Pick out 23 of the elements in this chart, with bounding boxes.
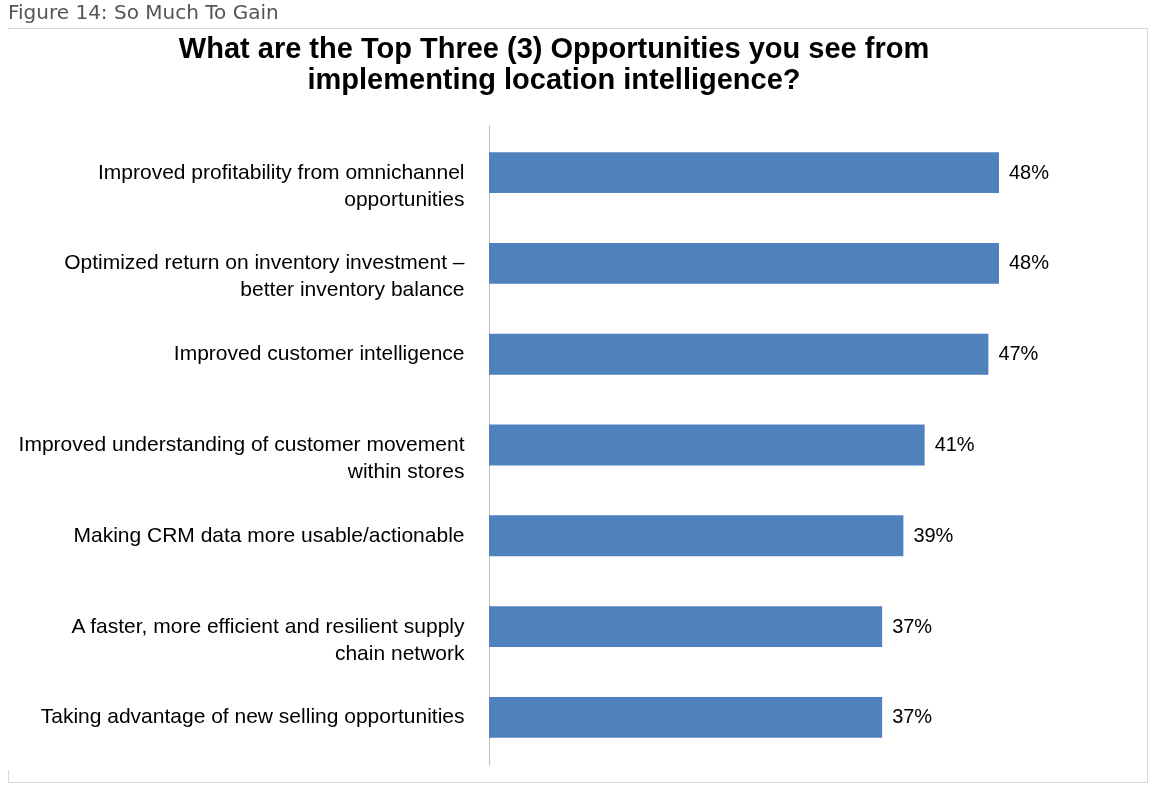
bar (489, 333, 989, 375)
y-tick-label: A faster, more efficient and resilient supply chain network (71, 613, 465, 664)
bar (489, 696, 883, 738)
bar (489, 515, 904, 557)
data-label: 47% (998, 342, 1039, 365)
y-tick-label: Making CRM data more usable/actionable (73, 522, 465, 546)
data-label: 48% (1009, 160, 1050, 183)
caption: Figure 14: So Much To Gain (8, 0, 279, 24)
data-label: 37% (892, 705, 933, 728)
y-tick-label: Taking advantage of new selling opportunities (40, 704, 465, 728)
y-tick-label: Optimized return on inventory investment – better inventory balance (64, 250, 465, 301)
bar (489, 152, 999, 194)
data-label: 39% (913, 523, 954, 546)
bar (489, 424, 925, 466)
data-label: 48% (1009, 251, 1050, 274)
y-tick-label: Improved profitability from omnichannel opportunities (98, 159, 465, 210)
chart-title: What are the Top Three (3) Opportunities you see from implementing location intelligence? (178, 32, 930, 95)
bar (489, 243, 999, 284)
data-label: 41% (934, 433, 975, 455)
y-tick-label: Improved customer intelligence (173, 341, 465, 365)
bar (489, 606, 883, 647)
data-label: 37% (892, 614, 933, 637)
y-tick-label: Improved understanding of customer movement within stores (18, 432, 465, 482)
